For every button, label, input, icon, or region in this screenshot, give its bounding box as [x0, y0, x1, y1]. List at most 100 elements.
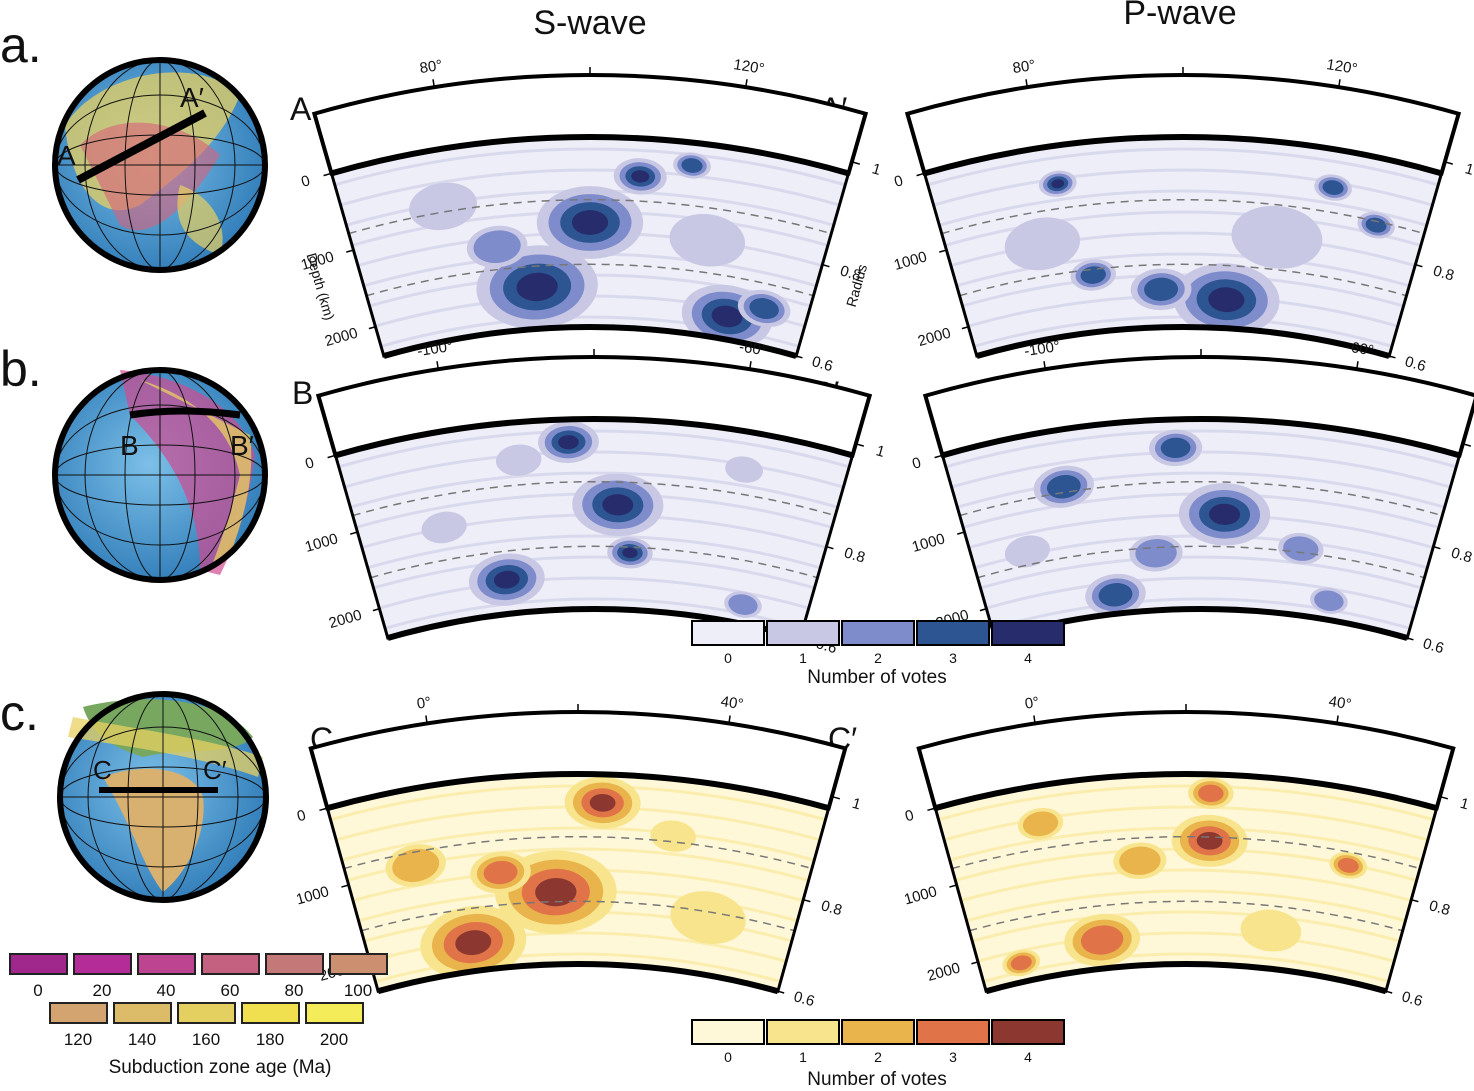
- section-aP-cmb-line: [975, 324, 1391, 359]
- depth-label-cP-2: 2000: [925, 960, 962, 985]
- section-cS-anomaly-5-level-2: [392, 848, 440, 882]
- section-cS-anomaly-2-level-4: [455, 930, 492, 956]
- globe-c: C C′: [57, 691, 269, 903]
- age-swatch-60: [201, 953, 260, 975]
- section-aS-anomaly-1-level-4: [516, 272, 558, 302]
- age-label-180: 180: [256, 1030, 284, 1049]
- section-bP-texture-6: [980, 555, 1422, 590]
- section-aP-texture-5: [956, 252, 1410, 288]
- legend-red-swatch-3: [916, 1019, 990, 1045]
- radius-tick-aS-0: [851, 161, 861, 165]
- depth-tick-bP-0: [934, 454, 943, 459]
- section-cS-anomaly-3-level-3: [483, 860, 518, 885]
- legend-red-label-1: 1: [799, 1049, 807, 1065]
- legend-red-label-0: 0: [724, 1049, 732, 1065]
- depth-label-cS-0: 0: [295, 807, 308, 826]
- legend-red-swatch-0: [691, 1019, 765, 1045]
- radius-label-cP-0: 1: [1458, 795, 1471, 814]
- radius-label-aS-1: 0.8: [838, 262, 863, 284]
- legend-blue-swatch-3: [916, 620, 990, 646]
- radius-tick-aP-2: [1388, 355, 1396, 359]
- lon-tick-label-aP-0: 80°: [1012, 57, 1037, 77]
- depth-label-bS-2: 2000: [327, 607, 364, 633]
- section-aP-surface-line: [923, 134, 1443, 177]
- legend-blue-swatch-0: [691, 620, 765, 646]
- section-bS-texture-5: [367, 534, 821, 570]
- age-label-160: 160: [192, 1030, 220, 1049]
- radius-tick-cS-2: [777, 990, 785, 994]
- age-swatch-40: [137, 953, 196, 975]
- panel-letter-b: b.: [0, 341, 42, 397]
- radius-tick-aS-2: [795, 355, 803, 359]
- depth-tick-aP-1: [939, 249, 947, 253]
- radius-label-aP-2: 0.6: [1403, 353, 1428, 375]
- legend-blue-label-3: 3: [949, 650, 957, 666]
- age-label-60: 60: [221, 981, 240, 1000]
- radius-label-aP-0: 1: [1463, 160, 1474, 179]
- section-cP-anomaly-3-level-3: [1010, 955, 1032, 971]
- section-aS-dashed-1: [366, 263, 814, 297]
- lon-tick-cS-0: [425, 715, 428, 724]
- section-bP-anomaly-1-level-4: [1209, 503, 1241, 525]
- section-cS-anomaly-4-level-1: [650, 820, 696, 852]
- age-swatch-0: [9, 953, 68, 975]
- lon-tick-label-bP-1: -60°: [1345, 338, 1375, 359]
- section-cS-texture-2: [341, 826, 815, 862]
- age-swatch-80: [265, 953, 324, 975]
- section-bP-texture-7: [985, 576, 1417, 610]
- legend-blue-label-0: 0: [724, 650, 732, 666]
- depth-label-aS-2: 2000: [323, 325, 360, 351]
- legend-red: 0 1 2 3 4 Number of votes: [691, 1019, 1065, 1090]
- globe-b: B B′: [52, 367, 268, 583]
- section-cS-cmb-line: [377, 961, 779, 995]
- radius-tick-bP-2: [1406, 637, 1414, 641]
- section-aS-anomaly-0-level-4: [571, 210, 609, 235]
- radius-label-bP-2: 0.6: [1421, 635, 1446, 657]
- section-start-B: B: [292, 375, 313, 411]
- radius-label-aS-0: 1: [870, 160, 883, 179]
- age-swatch-160: [177, 1002, 236, 1024]
- section-bP-dashed-1: [977, 545, 1425, 579]
- age-swatch-180: [241, 1002, 300, 1024]
- section-cP-surface-line: [934, 771, 1438, 812]
- section-cS-anomaly-0-level-4: [589, 793, 616, 812]
- section-aP-anomaly-7-level-1: [1231, 205, 1323, 269]
- section-aP-anomaly-0-level-4: [1051, 179, 1065, 189]
- section-cP-anomaly-1-level-3: [1198, 784, 1224, 803]
- depth-label-cP-1: 1000: [902, 883, 939, 908]
- section-aS-anomaly-4-level-4: [711, 305, 743, 328]
- radius-label-aP-1: 0.8: [1431, 262, 1456, 284]
- section-aS-anomaly-6-level-2: [473, 230, 521, 264]
- p-wave-header: P-wave: [1123, 0, 1236, 32]
- section-cS-dashed-1: [361, 900, 795, 932]
- section-aS-anomaly-8-level-1: [669, 213, 746, 267]
- section-aP-anomaly-5-level-3: [1365, 217, 1387, 233]
- section-cS-anomaly-1-level-4: [535, 877, 577, 907]
- depth-tick-cP-0: [927, 807, 936, 812]
- radius-tick-cP-1: [1411, 898, 1419, 903]
- section-cP-texture-1: [943, 805, 1429, 842]
- age-swatch-140: [113, 1002, 172, 1024]
- depth-label-bP-0: 0: [910, 454, 923, 473]
- section-bP-dashed-0: [959, 480, 1443, 517]
- section-cP-cmb-line: [985, 961, 1387, 995]
- depth-label-aS-0: 0: [299, 172, 312, 191]
- section-cP-texture-7: [977, 931, 1395, 963]
- lon-tick-label-bP-0: -100°: [1023, 338, 1061, 360]
- radius-tick-aP-1: [1415, 263, 1423, 268]
- depth-tick-aP-0: [916, 172, 925, 177]
- section-cS-surface-line: [326, 771, 830, 812]
- section-bS-anomaly-6-level-2: [728, 594, 758, 615]
- radius-tick-cS-1: [803, 898, 811, 903]
- age-label-200: 200: [320, 1030, 348, 1049]
- radius-label-cS-1: 0.8: [819, 897, 844, 919]
- globe-b-start: B: [120, 430, 139, 461]
- legend-red-label-2: 2: [874, 1049, 882, 1065]
- radius-tick-bP-0: [1462, 443, 1472, 447]
- section-bS-anomaly-7-level-1: [495, 444, 542, 476]
- section-bS-anomaly-2-level-4: [622, 547, 638, 559]
- globe-b-end: B′: [230, 430, 254, 461]
- depth-label-cP-0: 0: [903, 807, 916, 826]
- legend-red-title: Number of votes: [807, 1069, 946, 1090]
